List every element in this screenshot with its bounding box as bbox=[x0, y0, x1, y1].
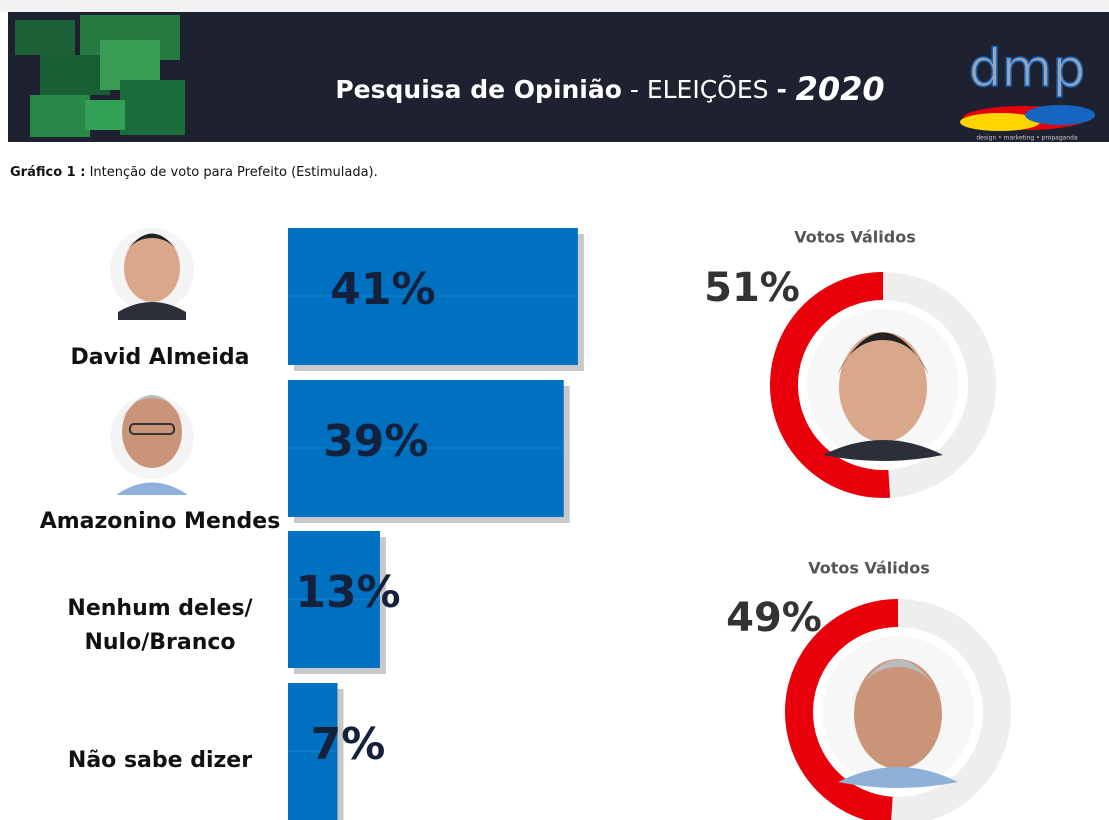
donut-arc bbox=[785, 599, 899, 820]
donut-title: Votos Válidos bbox=[794, 228, 915, 247]
value-label: 7% bbox=[311, 719, 386, 770]
title-dash: - bbox=[776, 75, 795, 104]
value-label: 39% bbox=[323, 416, 428, 467]
caption: Gráfico 1 : Intenção de voto para Prefei… bbox=[10, 165, 378, 180]
hair bbox=[837, 332, 929, 375]
title-bold: Pesquisa de Opinião bbox=[335, 75, 622, 104]
shirt bbox=[838, 767, 958, 788]
face bbox=[854, 659, 942, 769]
category-label: David Almeida bbox=[70, 345, 250, 370]
header-title: Pesquisa de Opinião - ELEIÇÕES - 2020 bbox=[335, 70, 884, 108]
logo-text: dmp bbox=[969, 39, 1086, 99]
face bbox=[839, 332, 927, 442]
title-year: 2020 bbox=[796, 70, 885, 108]
header-band bbox=[8, 12, 1109, 142]
shirt bbox=[823, 440, 943, 461]
donut-arc bbox=[770, 272, 891, 498]
header-decoration bbox=[15, 15, 185, 137]
donut-title: Votos Válidos bbox=[808, 559, 929, 578]
top-strip bbox=[0, 0, 1109, 12]
logo-tagline: design • marketing • propaganda bbox=[976, 135, 1078, 142]
category-label: Não sabe dizer bbox=[67, 748, 253, 773]
donut-photo bbox=[807, 309, 959, 461]
hair bbox=[852, 659, 944, 702]
photo-2 bbox=[110, 395, 194, 495]
title-light: - ELEIÇÕES bbox=[622, 74, 777, 104]
value-label: 13% bbox=[295, 567, 400, 618]
category-label: Nenhum deles/ Nulo/Branco bbox=[67, 596, 253, 655]
logo: dmp design • marketing • propaganda bbox=[960, 38, 1095, 142]
caption-text: Intenção de voto para Prefeito (Estimula… bbox=[85, 165, 377, 180]
caption-label: Gráfico 1 : bbox=[10, 165, 85, 180]
value-label: 41% bbox=[330, 264, 435, 315]
donut-value-label: 51% bbox=[704, 265, 800, 311]
photo-1 bbox=[110, 228, 194, 320]
donut-photo bbox=[822, 636, 974, 788]
donut-value-label: 49% bbox=[726, 595, 822, 641]
category-label: Amazonino Mendes bbox=[39, 509, 281, 534]
